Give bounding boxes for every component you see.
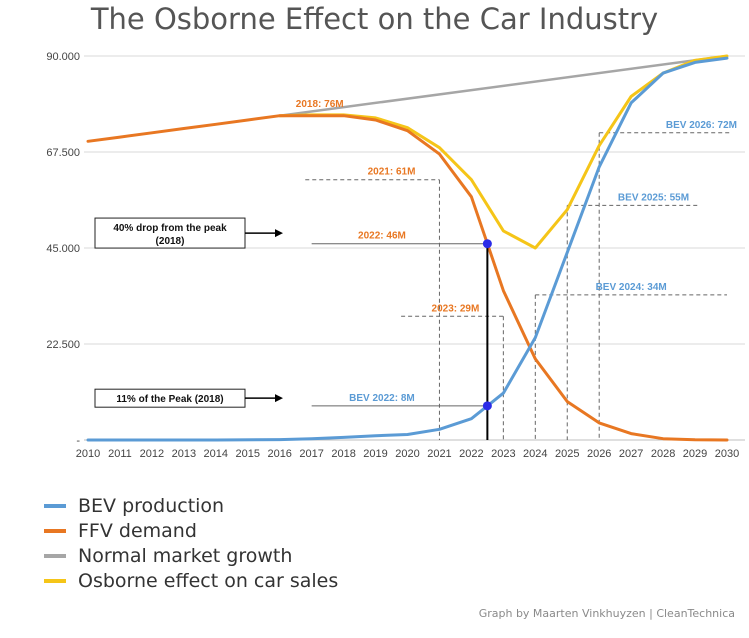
y-tick-label: 67.500 xyxy=(46,147,80,159)
legend-swatch xyxy=(44,503,66,508)
x-tick-label: 2016 xyxy=(267,448,291,460)
legend-swatch xyxy=(44,553,66,558)
annotation-label: 2021: 61M xyxy=(368,167,416,178)
data-marker xyxy=(482,239,492,249)
x-tick-label: 2017 xyxy=(299,448,323,460)
y-tick-label: 45.000 xyxy=(46,243,80,255)
x-tick-label: 2027 xyxy=(619,448,643,460)
callout-arrow-head xyxy=(275,394,283,403)
legend-item-bev: BEV production xyxy=(44,493,338,518)
x-tick-label: 2015 xyxy=(236,448,260,460)
x-tick-label: 2028 xyxy=(651,448,675,460)
y-tick-label: 90.000 xyxy=(46,51,80,63)
legend-item-normal: Normal market growth xyxy=(44,543,338,568)
callout-box xyxy=(94,217,246,249)
x-tick-label: 2022 xyxy=(459,448,483,460)
annotation-label: BEV 2025: 55M xyxy=(618,192,689,203)
legend-item-ffv: FFV demand xyxy=(44,518,338,543)
series-line-ffv xyxy=(86,114,729,442)
x-tick-label: 2014 xyxy=(204,448,228,460)
x-tick-label: 2029 xyxy=(683,448,707,460)
legend: BEV production FFV demand Normal market gr… xyxy=(44,493,338,593)
callout-text: (2018) xyxy=(156,236,185,247)
annotation-label: BEV 2024: 34M xyxy=(596,282,667,293)
callout-text: 40% drop from the peak xyxy=(113,223,227,234)
legend-swatch xyxy=(44,578,66,583)
annotation-label: 2023: 29M xyxy=(432,303,480,314)
series-line-bev xyxy=(86,56,729,442)
x-tick-label: 2012 xyxy=(140,448,164,460)
annotation-label: BEV 2022: 8M xyxy=(349,393,415,404)
annotation-label: BEV 2026: 72M xyxy=(666,120,737,131)
callout-text: 11% of the Peak (2018) xyxy=(116,394,223,405)
x-tick-label: 2030 xyxy=(715,448,739,460)
annotation-label: 2018: 76M xyxy=(296,99,344,110)
x-tick-label: 2021 xyxy=(427,448,451,460)
chart-title: The Osborne Effect on the Car Industry xyxy=(90,2,659,36)
x-tick-label: 2024 xyxy=(523,448,547,460)
x-tick-label: 2011 xyxy=(108,448,132,460)
callout-arrow-head xyxy=(275,229,283,238)
legend-label: BEV production xyxy=(78,494,225,517)
legend-label: Normal market growth xyxy=(78,544,293,567)
legend-swatch xyxy=(44,528,66,533)
x-tick-label: 2026 xyxy=(587,448,611,460)
x-tick-label: 2010 xyxy=(76,448,100,460)
data-marker xyxy=(482,401,492,411)
legend-label: Osborne effect on car sales xyxy=(78,569,339,592)
legend-label: FFV demand xyxy=(78,519,197,542)
x-tick-label: 2018 xyxy=(331,448,355,460)
x-tick-label: 2019 xyxy=(363,448,387,460)
x-tick-label: 2013 xyxy=(172,448,196,460)
series-line-normal xyxy=(278,54,729,117)
credit-text: Graph by Maarten Vinkhuyzen | CleanTechn… xyxy=(478,607,735,620)
y-tick-label: - xyxy=(76,435,80,447)
x-tick-label: 2023 xyxy=(491,448,515,460)
annotation-label: 2022: 46M xyxy=(358,231,406,242)
y-tick-label: 22.500 xyxy=(46,339,80,351)
x-tick-label: 2025 xyxy=(555,448,579,460)
legend-item-osborne: Osborne effect on car sales xyxy=(44,568,338,593)
x-tick-label: 2020 xyxy=(395,448,419,460)
